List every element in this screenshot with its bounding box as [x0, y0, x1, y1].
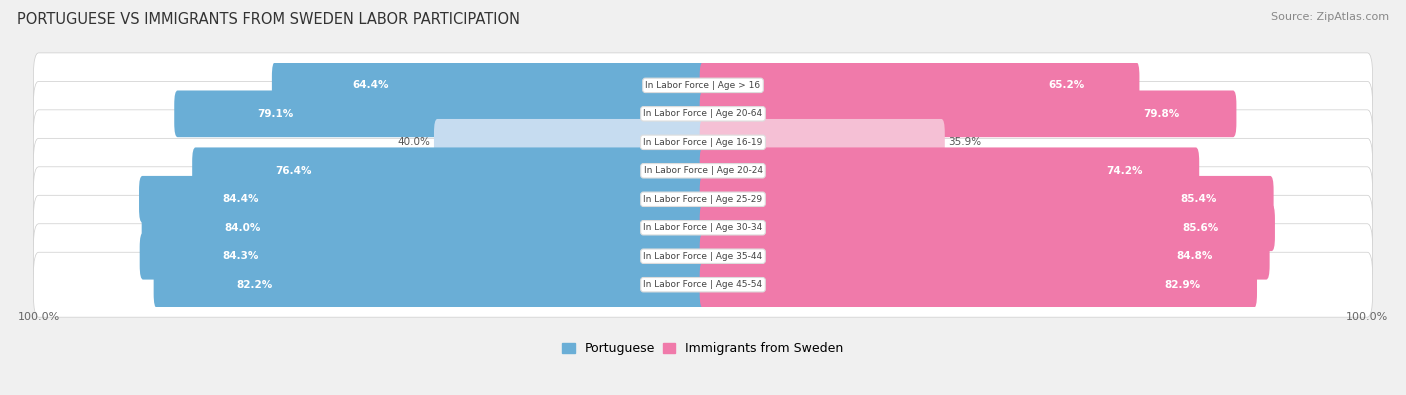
FancyBboxPatch shape: [174, 90, 706, 137]
FancyBboxPatch shape: [700, 90, 1236, 137]
FancyBboxPatch shape: [700, 261, 1257, 308]
FancyBboxPatch shape: [139, 233, 706, 280]
FancyBboxPatch shape: [142, 204, 706, 251]
FancyBboxPatch shape: [139, 176, 706, 223]
Legend: Portuguese, Immigrants from Sweden: Portuguese, Immigrants from Sweden: [562, 342, 844, 355]
Text: 79.8%: 79.8%: [1143, 109, 1180, 119]
FancyBboxPatch shape: [34, 167, 1372, 232]
Text: 84.4%: 84.4%: [222, 194, 259, 204]
FancyBboxPatch shape: [34, 195, 1372, 260]
Text: 65.2%: 65.2%: [1047, 80, 1084, 90]
Text: In Labor Force | Age 25-29: In Labor Force | Age 25-29: [644, 195, 762, 204]
FancyBboxPatch shape: [700, 119, 945, 166]
Text: 84.3%: 84.3%: [222, 251, 259, 261]
Text: In Labor Force | Age 45-54: In Labor Force | Age 45-54: [644, 280, 762, 289]
Text: 85.4%: 85.4%: [1181, 194, 1218, 204]
FancyBboxPatch shape: [700, 233, 1270, 280]
FancyBboxPatch shape: [34, 81, 1372, 146]
Text: Source: ZipAtlas.com: Source: ZipAtlas.com: [1271, 12, 1389, 22]
Text: 35.9%: 35.9%: [948, 137, 981, 147]
FancyBboxPatch shape: [193, 147, 706, 194]
FancyBboxPatch shape: [271, 62, 706, 109]
FancyBboxPatch shape: [153, 261, 706, 308]
FancyBboxPatch shape: [34, 138, 1372, 203]
FancyBboxPatch shape: [700, 204, 1275, 251]
FancyBboxPatch shape: [34, 224, 1372, 289]
Text: 82.2%: 82.2%: [236, 280, 273, 290]
Text: 82.9%: 82.9%: [1164, 280, 1201, 290]
Text: 85.6%: 85.6%: [1182, 223, 1219, 233]
Text: 79.1%: 79.1%: [257, 109, 294, 119]
Text: In Labor Force | Age 30-34: In Labor Force | Age 30-34: [644, 223, 762, 232]
FancyBboxPatch shape: [434, 119, 706, 166]
Text: 76.4%: 76.4%: [276, 166, 312, 176]
Text: In Labor Force | Age 16-19: In Labor Force | Age 16-19: [644, 138, 762, 147]
Text: In Labor Force | Age 20-24: In Labor Force | Age 20-24: [644, 166, 762, 175]
Text: 40.0%: 40.0%: [398, 137, 430, 147]
Text: 84.0%: 84.0%: [225, 223, 262, 233]
Text: 74.2%: 74.2%: [1107, 166, 1143, 176]
Text: 84.8%: 84.8%: [1177, 251, 1213, 261]
Text: 64.4%: 64.4%: [353, 80, 388, 90]
Text: In Labor Force | Age 20-64: In Labor Force | Age 20-64: [644, 109, 762, 118]
Text: PORTUGUESE VS IMMIGRANTS FROM SWEDEN LABOR PARTICIPATION: PORTUGUESE VS IMMIGRANTS FROM SWEDEN LAB…: [17, 12, 520, 27]
FancyBboxPatch shape: [34, 110, 1372, 175]
Text: In Labor Force | Age 35-44: In Labor Force | Age 35-44: [644, 252, 762, 261]
FancyBboxPatch shape: [34, 53, 1372, 118]
Text: In Labor Force | Age > 16: In Labor Force | Age > 16: [645, 81, 761, 90]
FancyBboxPatch shape: [34, 252, 1372, 317]
FancyBboxPatch shape: [700, 147, 1199, 194]
FancyBboxPatch shape: [700, 176, 1274, 223]
FancyBboxPatch shape: [700, 62, 1139, 109]
